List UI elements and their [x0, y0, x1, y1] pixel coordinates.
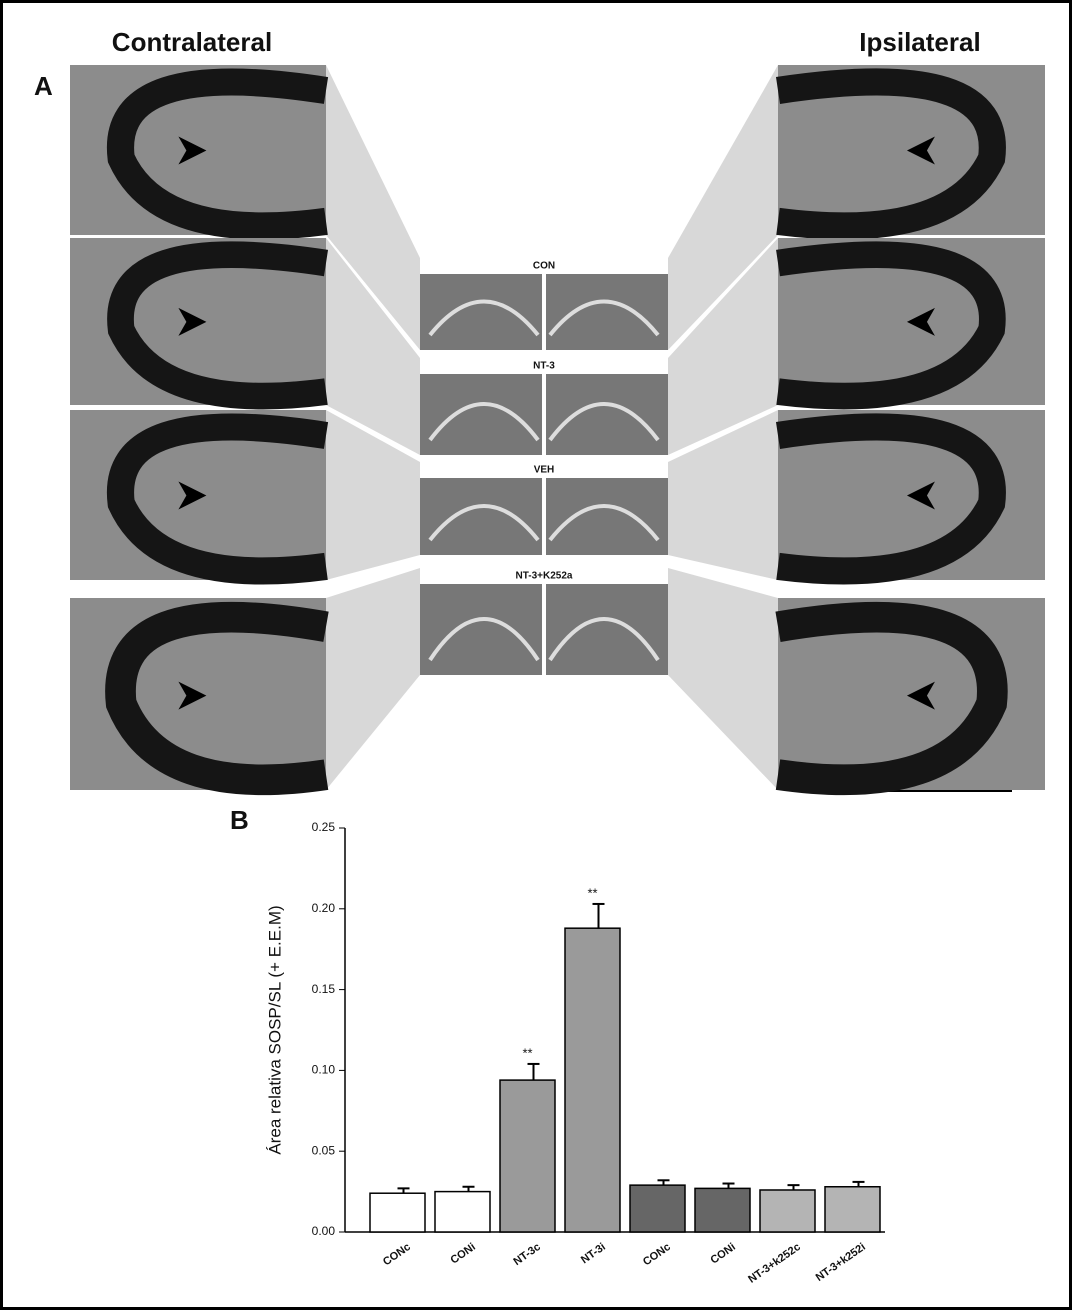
y-tick-label: 0.20 — [312, 901, 336, 915]
panel-label: B — [230, 805, 249, 835]
bar — [630, 1185, 685, 1232]
significance-label: ** — [587, 885, 597, 900]
bar — [565, 928, 620, 1232]
y-tick-label: 0.15 — [312, 982, 336, 996]
section-label: NT-3 — [533, 361, 555, 372]
bar — [760, 1190, 815, 1232]
y-tick-label: 0.00 — [312, 1224, 336, 1238]
bar — [370, 1193, 425, 1232]
y-axis-label: Área relativa SOSP/SL (+ E.E.M) — [265, 905, 284, 1154]
title-left: Contralateral — [112, 27, 272, 57]
bar — [825, 1187, 880, 1232]
bar — [500, 1080, 555, 1232]
panel-label: A — [34, 71, 53, 101]
significance-label: ** — [522, 1045, 532, 1060]
y-tick-label: 0.25 — [312, 820, 336, 834]
section-label: NT-3+K252a — [516, 571, 573, 582]
y-tick-label: 0.10 — [312, 1063, 336, 1077]
section-label: CON — [533, 261, 555, 272]
bar — [435, 1192, 490, 1232]
title-right: Ipsilateral — [859, 27, 980, 57]
section-label: VEH — [534, 465, 555, 476]
figure: Contralateral Ipsilateral A B CON NT-3 VEH… — [0, 0, 1072, 1310]
bar — [695, 1188, 750, 1232]
y-tick-label: 0.05 — [312, 1143, 336, 1157]
